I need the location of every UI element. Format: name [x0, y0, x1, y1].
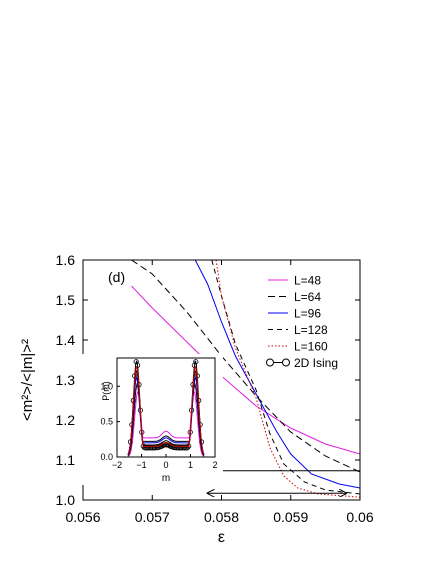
legend-label: L=160 [294, 340, 328, 354]
series-line-l-128 [211, 260, 360, 495]
legend-label: 2D Ising [294, 356, 338, 370]
x-tick-label: 0.056 [65, 509, 100, 525]
panel-label: (d) [108, 269, 125, 285]
inset-frame [116, 357, 216, 458]
series-line-l-48 [131, 285, 360, 455]
inset-marker [184, 445, 190, 451]
y-tick-label: 1.4 [56, 332, 76, 348]
x-tick-label: 0.057 [135, 509, 170, 525]
legend: L=48 L=64 L=96 L=128 L=160 2D Ising [266, 274, 338, 370]
inset-x-tick-label: −2 [112, 460, 122, 470]
x-tick-label: 0.06 [346, 509, 373, 525]
inset-curves [127, 359, 205, 457]
inset-x-tick-label: 1 [188, 460, 193, 470]
x-axis-label: ε [218, 529, 225, 546]
legend-marker [266, 358, 274, 367]
legend-label: L=48 [294, 274, 321, 288]
inset-marker [135, 362, 141, 368]
inset-y-tick-label: 1.0 [100, 381, 113, 391]
legend-label: L=96 [294, 307, 321, 321]
inset-y-axis-label: P(m) [101, 381, 111, 401]
y-tick-label: 1.6 [56, 252, 76, 268]
inset-background [77, 354, 223, 485]
inset-y-tick-label: 0.0 [100, 452, 113, 462]
y-tick-label: 1.1 [56, 452, 76, 468]
y-tick-label: 1.5 [56, 292, 76, 308]
x-tick-label: 0.059 [273, 509, 308, 525]
inset-y-tick-label: 0.5 [100, 417, 113, 427]
y-tick-label: 1.2 [56, 412, 76, 428]
inset-marker [193, 359, 199, 365]
inset-ticks: −2 −1 0 1 2 0.0 0.5 1.0 [100, 381, 217, 470]
inset-series-l-160 [127, 366, 205, 455]
legend-marker [282, 358, 290, 367]
inset-marker [183, 445, 189, 451]
x-tick-label: 0.058 [204, 509, 239, 525]
legend-label: L=64 [294, 290, 321, 304]
inset-plot: −2 −1 0 1 2 0.0 0.5 1.0 m P(m) [77, 354, 223, 485]
series-line-l-96 [194, 260, 360, 489]
inset-x-axis-label: m [162, 473, 170, 484]
inset-x-tick-label: 0 [163, 460, 168, 470]
legend-label: L=128 [294, 323, 328, 337]
y-tick-label: 1.3 [56, 372, 76, 388]
y-tick-label: 1.0 [56, 492, 76, 508]
y-axis-label: <m²>/<|m|>² [19, 339, 36, 421]
inset-x-tick-label: 2 [212, 460, 217, 470]
series-line-l-64 [131, 260, 360, 473]
inset-x-tick-label: −1 [136, 460, 146, 470]
